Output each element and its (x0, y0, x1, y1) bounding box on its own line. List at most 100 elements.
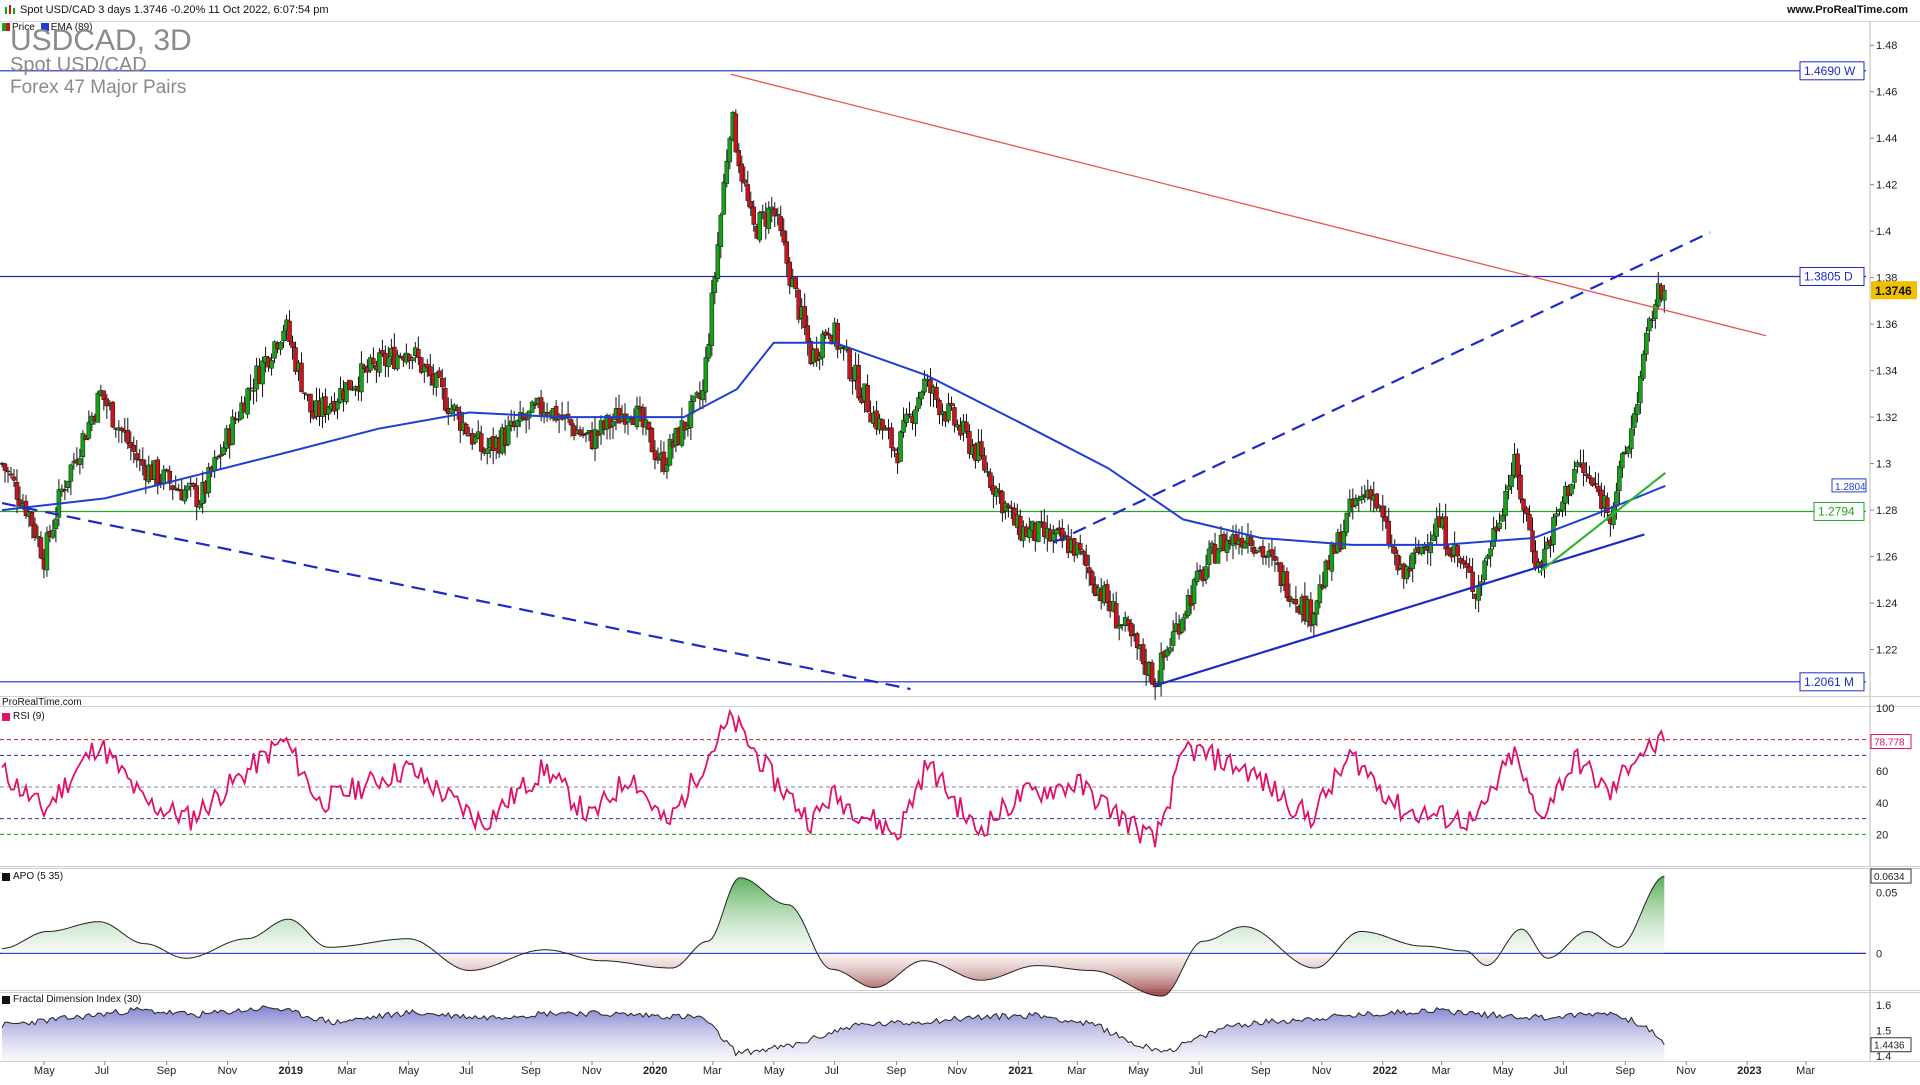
price-swatch-icon (2, 23, 10, 32)
candle-body (1170, 631, 1176, 646)
candle-body (212, 457, 217, 471)
candle-body (1461, 560, 1466, 565)
candle-body (1554, 513, 1559, 517)
candle-body (928, 379, 933, 394)
candle-body (1254, 550, 1260, 553)
candle-body (1383, 516, 1389, 522)
candle-body (410, 357, 415, 361)
candle-body (739, 163, 745, 182)
x-tick-label: Mar (1432, 1065, 1451, 1077)
candle-body (1060, 528, 1065, 542)
instrument-header: Spot USD/CAD 3 days 1.3746 -0.20% 11 Oct… (20, 4, 329, 16)
candle-body (766, 207, 772, 229)
blue-dashed-lower (1, 502, 911, 691)
candle-body (128, 442, 134, 448)
candle-body (62, 489, 68, 491)
candle-body (1587, 475, 1592, 479)
candle-body (1284, 571, 1290, 599)
candle-body (667, 438, 673, 466)
rsi-tick-label: 60 (1876, 766, 1888, 778)
candle-body (1027, 528, 1032, 539)
candle-body (652, 450, 658, 460)
x-tick-label: Mar (337, 1065, 356, 1077)
candle-body (1467, 566, 1472, 573)
x-tick-label: Nov (582, 1065, 602, 1077)
y-tick-label: 1.4 (1876, 226, 1891, 238)
legend-ema-label: EMA (89) (50, 22, 93, 33)
x-tick-label: Nov (1676, 1065, 1696, 1077)
candle-body (1410, 552, 1415, 570)
candle-body (649, 428, 655, 453)
candle-body (1632, 413, 1637, 428)
fdi-pane-label[interactable]: Fractal Dimension Index (30) (2, 994, 141, 1005)
candle-body (964, 421, 969, 432)
fdi-area (2, 1005, 1665, 1061)
candle-body (1449, 554, 1454, 558)
rsi-pane-label[interactable]: RSI (9) (2, 711, 45, 722)
candle-body (1386, 520, 1392, 546)
candle-body (299, 362, 304, 392)
x-tick-label: May (1493, 1065, 1514, 1077)
legend-price[interactable]: Price (2, 22, 35, 33)
candle-body (919, 391, 924, 400)
candle-body (1521, 498, 1526, 511)
x-tick-label: Mar (1067, 1065, 1086, 1077)
level-label: 1.2061 M (1804, 675, 1854, 689)
legend-price-label: Price (12, 22, 35, 33)
x-tick-label: 2019 (279, 1065, 303, 1077)
candle-body (1629, 428, 1634, 450)
candle-body (1419, 546, 1424, 555)
candle-body (1476, 584, 1481, 601)
candle-body (443, 387, 448, 411)
candle-body (167, 470, 172, 484)
fdi-tick-label: 1.5 (1876, 1025, 1891, 1037)
x-tick-label: 2023 (1737, 1065, 1761, 1077)
candle-body (1593, 483, 1598, 485)
candle-body (898, 431, 903, 462)
price-legend: Price EMA (89) (2, 22, 92, 33)
candle-body (709, 292, 715, 346)
candle-body (293, 347, 298, 372)
x-tick-label: Sep (1251, 1065, 1271, 1077)
candle-body (1078, 543, 1083, 551)
candle-body (1653, 304, 1658, 319)
candle-body (1455, 545, 1460, 557)
candle-body (745, 184, 751, 201)
candle-body (218, 454, 223, 457)
candle-body (712, 276, 718, 293)
candle-body (463, 424, 469, 435)
candle-body (350, 389, 355, 391)
candle-body (580, 433, 586, 436)
candle-body (538, 397, 544, 415)
candle-body (577, 429, 583, 436)
candle-body (323, 396, 328, 415)
source-link[interactable]: www.ProRealTime.com (1786, 4, 1908, 16)
candle-body (934, 387, 939, 400)
candle-body (1269, 549, 1275, 556)
candle-body (802, 306, 807, 328)
candle-body (1374, 493, 1380, 509)
candle-body (484, 448, 490, 454)
candle-body (1323, 560, 1329, 587)
candle-body (185, 485, 190, 491)
last-price-box (1871, 281, 1917, 300)
legend-ema[interactable]: EMA (89) (40, 22, 93, 33)
instrument-name: Spot USD/CAD (10, 54, 147, 76)
candle-body (440, 378, 445, 388)
apo-pane-label[interactable]: APO (5 35) (2, 871, 63, 882)
candle-body (946, 403, 951, 421)
candle-body (553, 405, 559, 421)
candle-body (1149, 662, 1155, 685)
y-tick-label: 1.44 (1876, 133, 1897, 145)
red-downtrend (730, 73, 1767, 337)
candle-body (1431, 534, 1436, 541)
candle-body (95, 392, 101, 423)
rsi-title: RSI (9) (13, 711, 45, 722)
candle-body (1488, 548, 1493, 557)
candle-body (1617, 465, 1622, 492)
candle-body (772, 208, 777, 217)
green-support-trend (1537, 472, 1666, 574)
rsi-value-box (1870, 734, 1912, 750)
fdi-tick-label: 1.4 (1876, 1051, 1891, 1063)
y-tick-label: 1.28 (1876, 505, 1897, 517)
